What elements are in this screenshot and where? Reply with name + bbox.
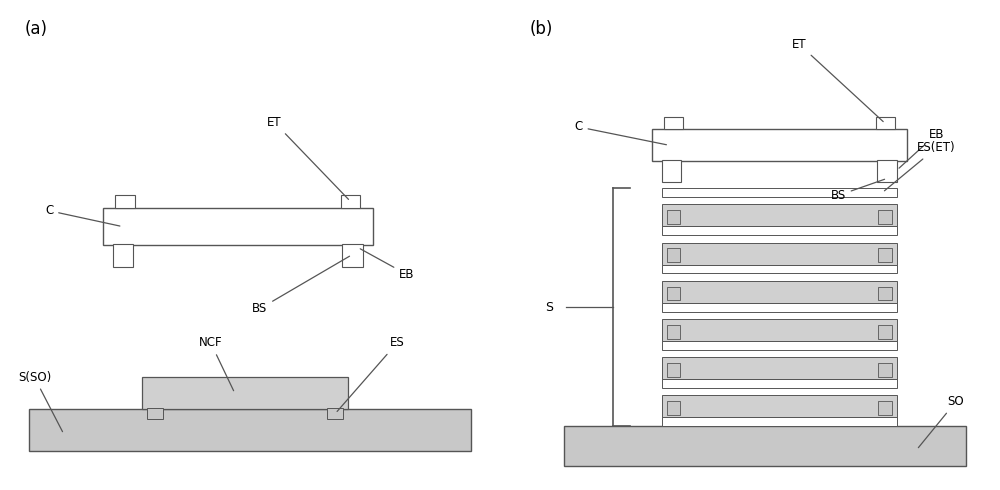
Text: ES(ET): ES(ET) bbox=[884, 142, 956, 191]
Text: S(SO): S(SO) bbox=[18, 371, 63, 432]
Bar bbox=[662, 379, 897, 388]
Bar bbox=[662, 243, 897, 265]
Bar bbox=[342, 244, 363, 267]
Text: NCF: NCF bbox=[199, 337, 234, 391]
Bar bbox=[878, 287, 892, 300]
Bar bbox=[662, 357, 897, 379]
Bar bbox=[115, 195, 135, 208]
Bar bbox=[667, 287, 680, 300]
Bar bbox=[878, 363, 892, 377]
Bar bbox=[662, 395, 897, 417]
Text: ET: ET bbox=[792, 38, 883, 122]
Bar bbox=[667, 401, 680, 415]
Bar bbox=[327, 408, 343, 419]
Bar bbox=[341, 195, 360, 208]
Bar bbox=[662, 341, 897, 350]
Bar bbox=[113, 244, 133, 267]
Bar bbox=[147, 408, 163, 419]
Text: S: S bbox=[545, 301, 553, 314]
Bar bbox=[878, 210, 892, 224]
Text: BS: BS bbox=[252, 256, 350, 315]
Bar bbox=[667, 363, 680, 377]
Bar bbox=[667, 210, 680, 224]
Bar bbox=[29, 409, 471, 451]
Bar bbox=[662, 204, 897, 226]
Bar bbox=[667, 248, 680, 262]
Bar bbox=[662, 281, 897, 303]
Bar bbox=[664, 117, 683, 129]
Bar bbox=[103, 208, 372, 245]
Bar bbox=[662, 226, 897, 235]
Bar bbox=[667, 325, 680, 339]
Bar bbox=[564, 426, 966, 466]
Bar bbox=[662, 160, 681, 182]
Bar bbox=[877, 160, 897, 182]
Text: ET: ET bbox=[267, 116, 349, 199]
Bar bbox=[878, 248, 892, 262]
Bar bbox=[878, 325, 892, 339]
Text: (a): (a) bbox=[25, 20, 48, 38]
Bar bbox=[662, 188, 897, 197]
Bar bbox=[876, 117, 895, 129]
Bar bbox=[662, 319, 897, 341]
Text: BS: BS bbox=[831, 179, 885, 202]
Text: EB: EB bbox=[360, 249, 415, 281]
Bar bbox=[662, 265, 897, 273]
Text: C: C bbox=[45, 204, 120, 226]
Text: (b): (b) bbox=[530, 20, 553, 38]
Bar bbox=[142, 377, 348, 409]
Bar bbox=[662, 417, 897, 426]
Text: EB: EB bbox=[899, 128, 944, 168]
Text: ES: ES bbox=[337, 337, 404, 412]
Bar bbox=[662, 303, 897, 312]
Text: C: C bbox=[574, 121, 666, 145]
Text: SO: SO bbox=[918, 395, 964, 448]
Bar bbox=[878, 401, 892, 415]
Bar bbox=[652, 129, 907, 161]
